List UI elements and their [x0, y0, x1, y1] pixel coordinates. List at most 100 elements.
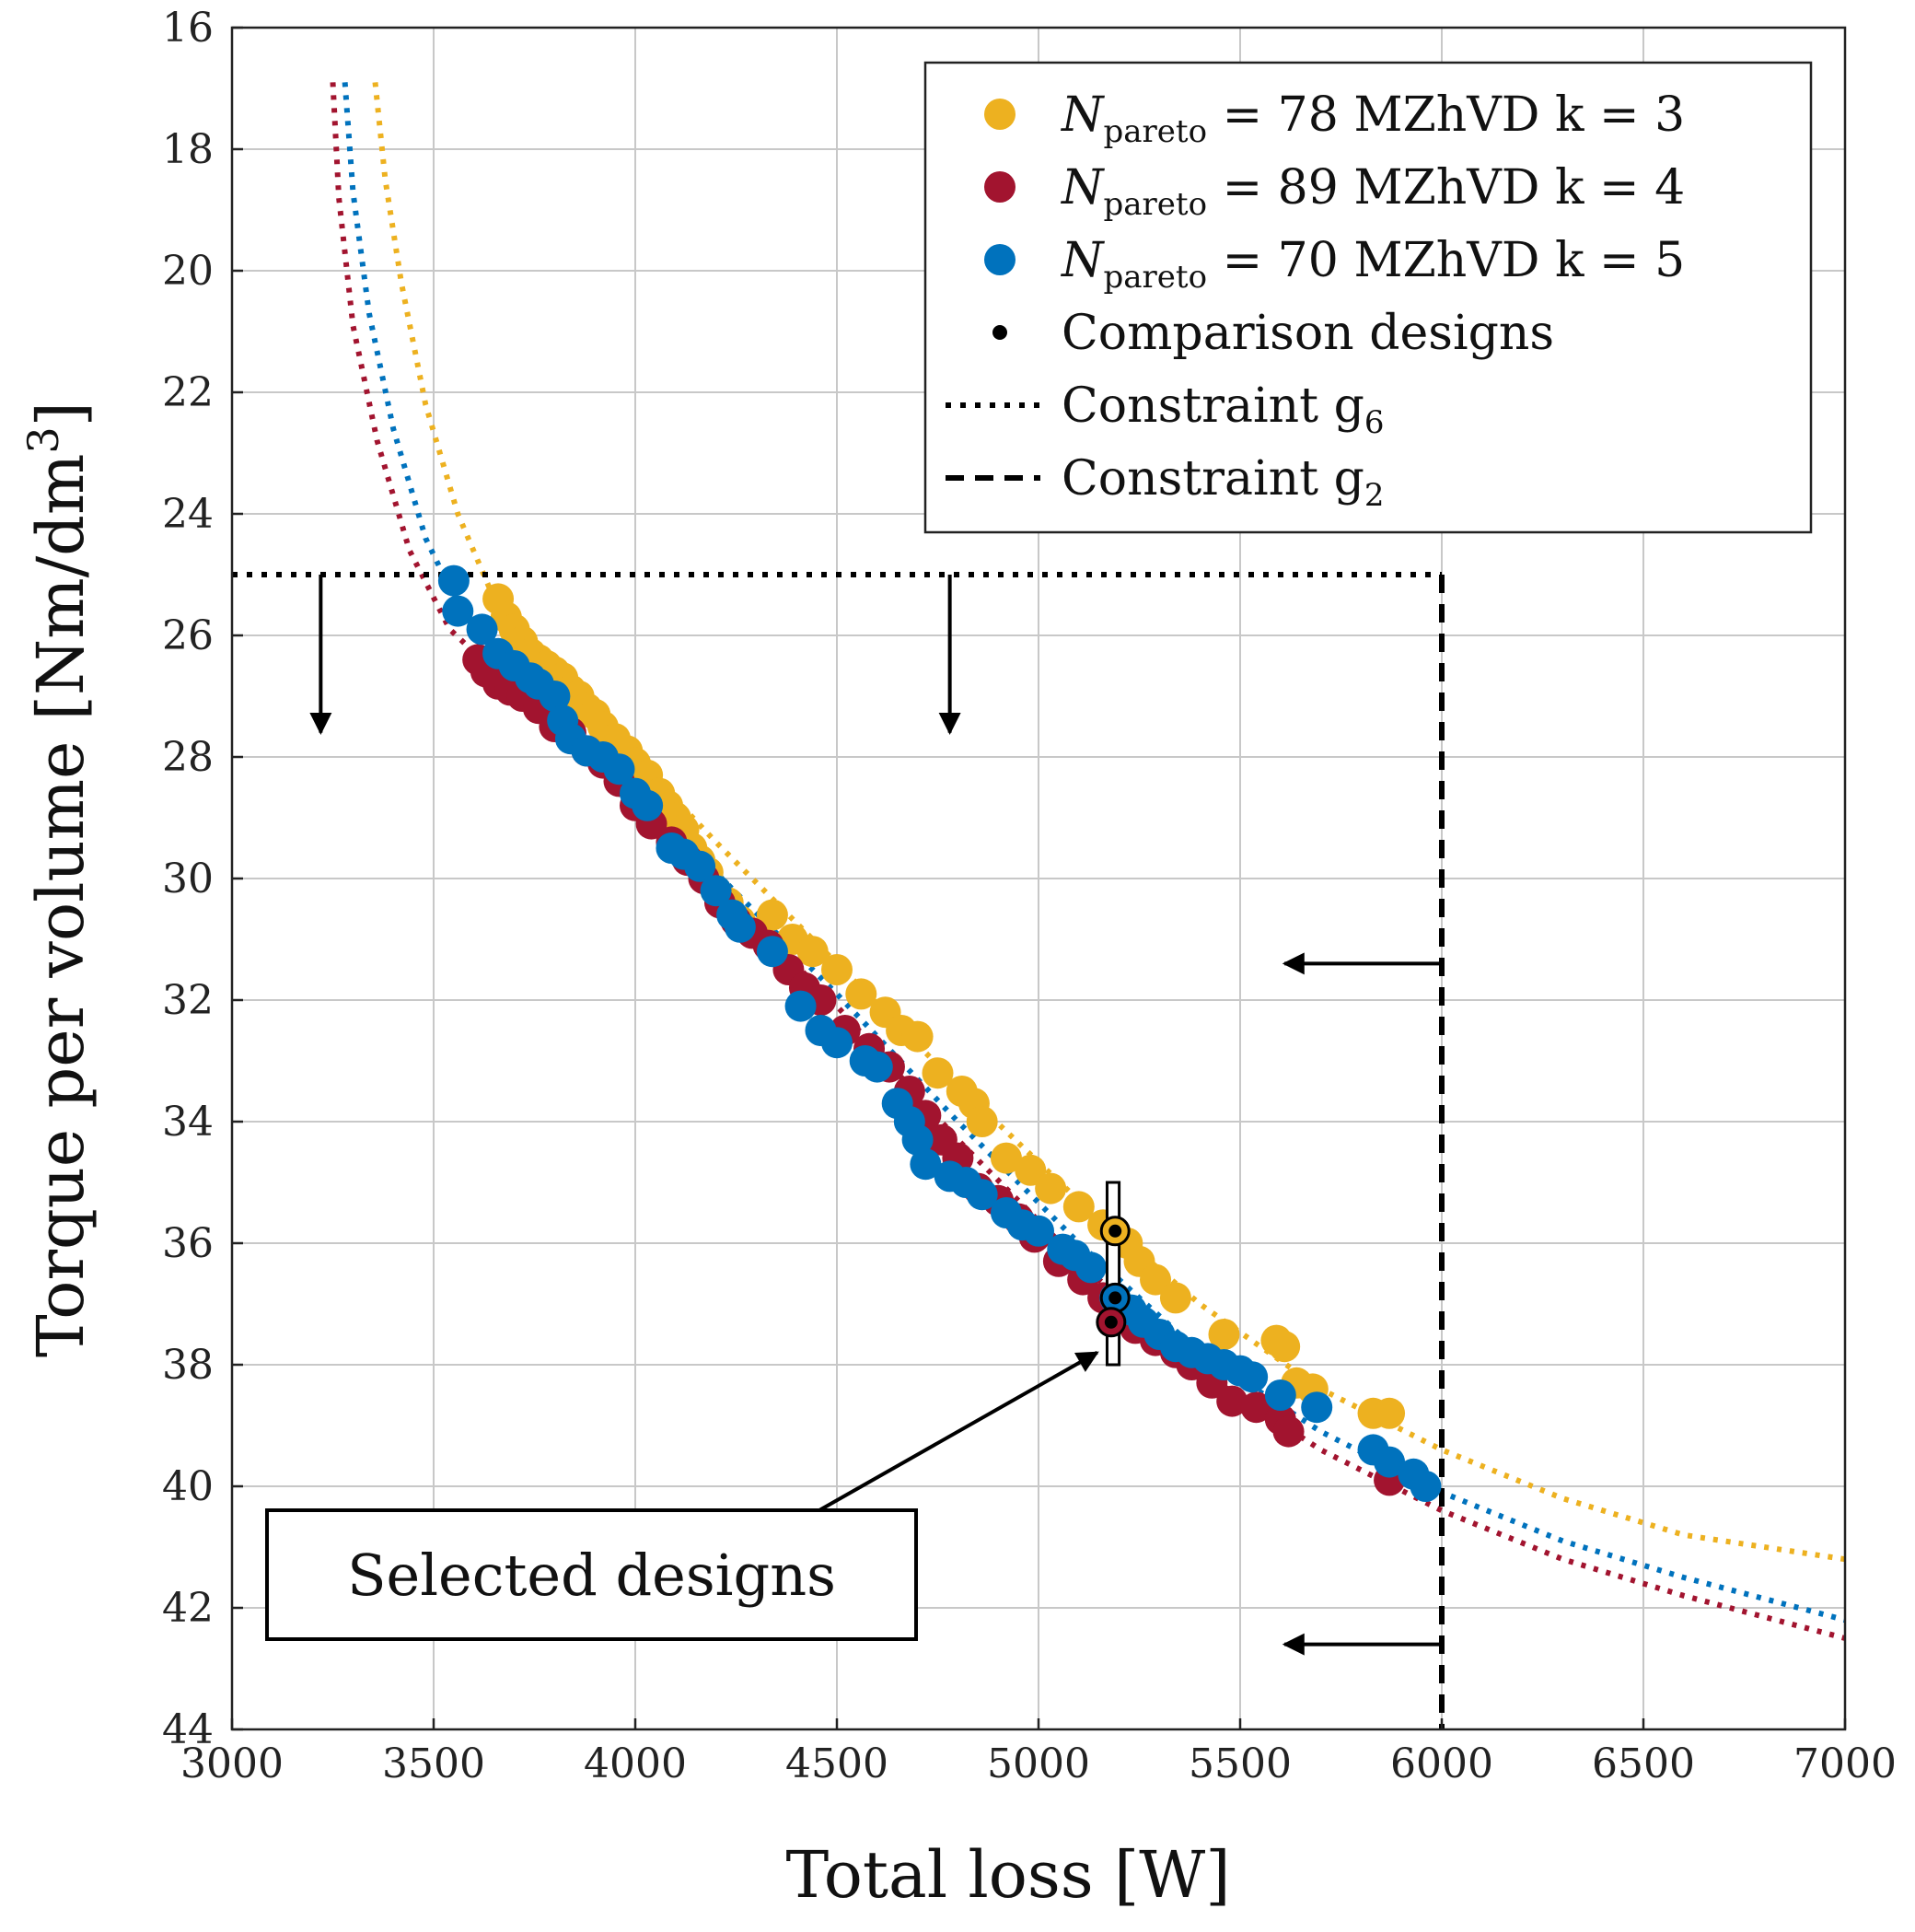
y-tick-label: 22 [162, 369, 214, 416]
y-axis-title-close: ] [23, 402, 99, 426]
y-tick-label: 18 [162, 126, 214, 173]
legend-marker [984, 99, 1016, 130]
legend-text-main: Constraint g [1062, 451, 1364, 506]
y-tick-label: 40 [162, 1463, 214, 1510]
y-axis-title: Torque per volume [Nm/dm3] [18, 402, 99, 1357]
legend-text-main: Constraint g [1062, 378, 1364, 434]
selected-designs-group [1096, 1181, 1131, 1367]
data-point [966, 1106, 998, 1137]
legend-marker [984, 171, 1016, 203]
legend-subscript: pareto [1104, 186, 1208, 223]
data-point [437, 564, 470, 597]
legend-text-rest: = 78 MZhVD k = 3 [1207, 87, 1685, 143]
legend-prefix: N [1060, 233, 1105, 288]
legend-box [923, 61, 1813, 534]
legend-marker [992, 325, 1007, 340]
data-point [756, 936, 788, 968]
x-tick-label: 4500 [785, 1740, 888, 1787]
x-tick-label: 5000 [987, 1740, 1090, 1787]
legend-text-rest: = 89 MZhVD k = 4 [1207, 160, 1685, 215]
data-points [437, 564, 1442, 1502]
y-tick-label: 20 [162, 248, 214, 295]
constraint-lines [232, 572, 1445, 1729]
legend-entry-text: Constraint g6 [1062, 378, 1385, 441]
data-point [1015, 1154, 1047, 1186]
y-tick-label: 26 [162, 612, 214, 659]
annotation-arrow [818, 1351, 1099, 1512]
data-point [845, 978, 877, 1010]
data-point [1264, 1379, 1296, 1411]
x-tick-label: 6000 [1390, 1740, 1493, 1787]
legend-subscript: 6 [1364, 404, 1385, 441]
data-point [990, 1142, 1022, 1174]
annotation-box [265, 1508, 918, 1641]
data-point [539, 681, 571, 712]
data-point [1410, 1471, 1442, 1502]
y-tick-label: 24 [162, 491, 214, 538]
comparison-design-dot [1104, 1315, 1118, 1329]
data-point [700, 875, 732, 907]
legend-prefix: N [1060, 87, 1105, 143]
legend-subscript: pareto [1104, 259, 1208, 296]
legend-entry-text: Npareto = 89 MZhVD k = 4 [1060, 160, 1685, 223]
selection-box [1105, 1181, 1121, 1367]
data-point [1062, 1191, 1095, 1223]
annotation: Selected designs [265, 1351, 1099, 1641]
x-tick-label: 3500 [382, 1740, 485, 1787]
data-point [861, 1051, 893, 1083]
x-tick-label: 5500 [1189, 1740, 1292, 1787]
legend-subscript: 2 [1364, 477, 1385, 514]
y-tick-label: 36 [162, 1220, 214, 1267]
legend-text-rest: = 70 MZhVD k = 5 [1207, 233, 1685, 288]
data-point [632, 789, 664, 821]
x-tick-label: 7000 [1793, 1740, 1897, 1787]
data-point [922, 1057, 954, 1089]
x-axis-title: Total loss [W] [785, 1837, 1230, 1913]
data-point [442, 595, 474, 627]
y-tick-label: 38 [162, 1342, 214, 1389]
y-tick-label: 30 [162, 855, 214, 902]
data-point [1272, 1415, 1305, 1448]
legend-text-main: Comparison designs [1062, 306, 1554, 361]
data-point [1074, 1251, 1107, 1284]
legend-entry-text: Npareto = 78 MZhVD k = 3 [1060, 87, 1685, 150]
y-tick-label: 44 [162, 1706, 214, 1753]
x-tick-label: 4000 [584, 1740, 687, 1787]
comparison-design-dot [1108, 1291, 1122, 1305]
data-point [910, 1148, 942, 1181]
legend-marker [984, 244, 1016, 275]
data-point [1208, 1319, 1240, 1350]
tick-labels: 3000 3500 4000 4500 5000 5500 6000 6500 7000 16 18… [162, 5, 1897, 1787]
data-point [1216, 1385, 1248, 1417]
y-axis-title-main: Torque per volume [Nm/dm [23, 454, 99, 1357]
data-point [1236, 1361, 1269, 1393]
y-tick-label: 32 [162, 977, 214, 1024]
data-point [901, 1020, 934, 1053]
data-point [1140, 1263, 1172, 1296]
legend-entry-text: Comparison designs [1062, 306, 1554, 361]
y-tick-label: 34 [162, 1099, 214, 1146]
annotation-text: Selected designs [347, 1542, 836, 1609]
data-point [603, 753, 635, 786]
data-point [784, 990, 817, 1022]
data-point [1374, 1397, 1406, 1429]
y-tick-label: 42 [162, 1585, 214, 1632]
data-point [1374, 1446, 1406, 1478]
legend-subscript: pareto [1104, 113, 1208, 150]
data-point [1301, 1391, 1333, 1424]
data-point [756, 899, 788, 931]
data-point [966, 1179, 998, 1211]
data-point [1023, 1215, 1054, 1247]
data-point [821, 954, 853, 985]
data-point [821, 1027, 853, 1059]
legend-prefix: N [1060, 160, 1105, 215]
legend-entry-text: Constraint g2 [1062, 451, 1385, 514]
data-point [724, 911, 756, 943]
data-point [1035, 1172, 1067, 1205]
data-point [1269, 1331, 1301, 1363]
data-point [901, 1123, 934, 1156]
data-point [1159, 1282, 1191, 1314]
x-tick-label: 6500 [1592, 1740, 1695, 1787]
